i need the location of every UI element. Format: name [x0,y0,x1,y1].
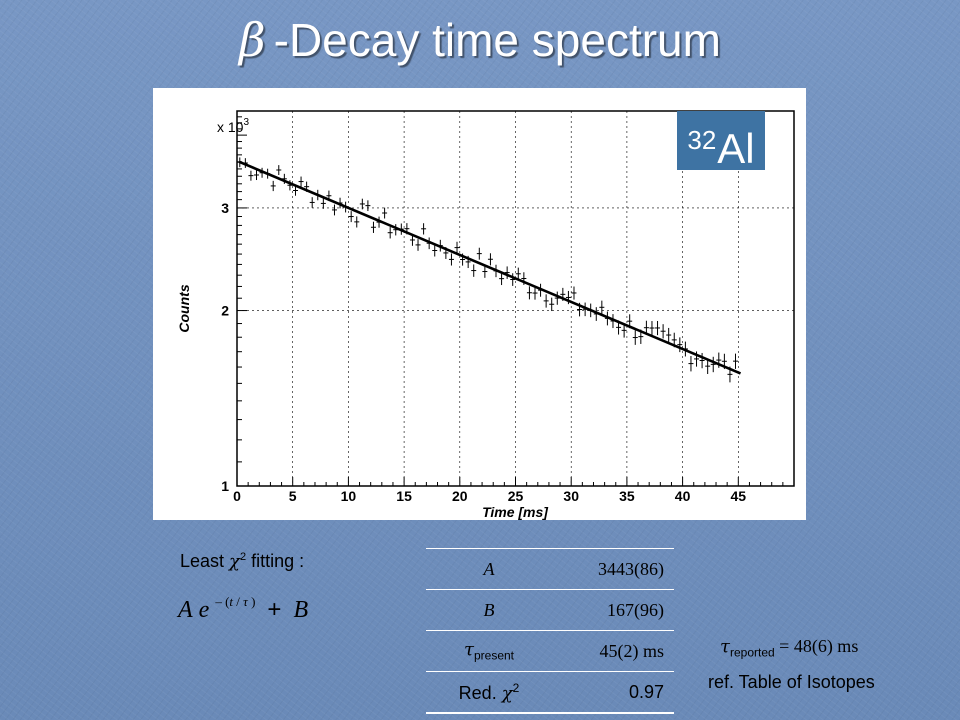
slide-title: β -Decay time spectrum [0,8,960,72]
param-key: A [483,558,495,579]
y-tick-label: 1 [221,478,229,494]
fit-label-sup: 2 [239,551,247,563]
fit-label-post: fitting : [246,551,305,571]
table-row: Red. χ2 0.97 [426,672,674,714]
reported-sub: reported [729,645,775,660]
x-tick-label: 35 [619,488,635,504]
formula-e: e [198,597,210,623]
fit-label-pre: Least [180,551,230,571]
formula-exp-slash: / [233,594,244,609]
table-row: B 167(96) [426,590,674,631]
fit-method-label: Least χ2 fitting : [180,551,304,572]
x-tick-label: 0 [233,488,241,504]
reported-greek: τ [720,636,730,657]
x-tick-label: 15 [396,488,412,504]
table-row: τpresent 45(2) ms [426,631,674,672]
param-key-greek: χ [501,682,513,704]
formula-exponent: – (t / τ ) [215,594,255,609]
param-value: 167(96) [607,599,664,620]
x-tick-label: 30 [563,488,579,504]
y-tick-label: 2 [221,303,229,319]
formula-exp-tau: τ [243,594,248,609]
isotope-label: 32Al [677,111,765,172]
param-value: 0.97 [628,681,664,702]
param-value: 3443(86) [598,558,664,579]
param-key: Red. χ2 [426,672,552,714]
isotope-element: Al [717,125,755,172]
param-key-sub: present [473,648,514,663]
y-tick-label: 3 [221,200,229,216]
x-axis-title: Time [ms] [482,504,549,520]
fit-parameters-table: A 3443(86) B 167(96) τpresent 45(2) ms R… [426,548,674,714]
fit-label-chi: χ [229,551,240,572]
y-scale-label: x 103 [217,117,249,135]
formula-exp-sign: – ( [215,594,230,609]
param-key: τpresent [426,631,552,672]
y-scale-exponent: 3 [243,117,249,128]
formula-exp-close: ) [247,594,256,609]
formula-a: A [178,597,193,623]
reported-text: = 48(6) ms [774,636,859,656]
isotope-mass: 32 [687,125,717,155]
param-key-pre: Red. [458,682,502,703]
fit-line [238,160,742,375]
x-tick-label: 20 [452,488,468,504]
reference-note: ref. Table of Isotopes [708,672,875,692]
formula-plus: + [267,596,282,623]
title-text: -Decay time spectrum [273,14,721,66]
param-value: 45(2) ms [599,640,665,661]
formula-b: B [293,597,309,623]
title-beta-symbol: β [239,13,266,67]
param-key-sup: 2 [512,680,520,695]
x-tick-label: 45 [731,488,747,504]
formula-exp-t: t [229,594,234,609]
table-row: A 3443(86) [426,548,674,590]
x-tick-label: 40 [675,488,691,504]
y-axis-title: Counts [176,284,192,332]
param-key-greek: τ [464,639,474,661]
param-key: B [483,599,495,620]
reported-lifetime: τreported = 48(6) ms [720,636,858,660]
fit-formula: A e – (t / τ ) + B [178,594,308,624]
x-tick-label: 5 [289,488,297,504]
x-tick-label: 25 [508,488,524,504]
x-tick-label: 10 [341,488,357,504]
